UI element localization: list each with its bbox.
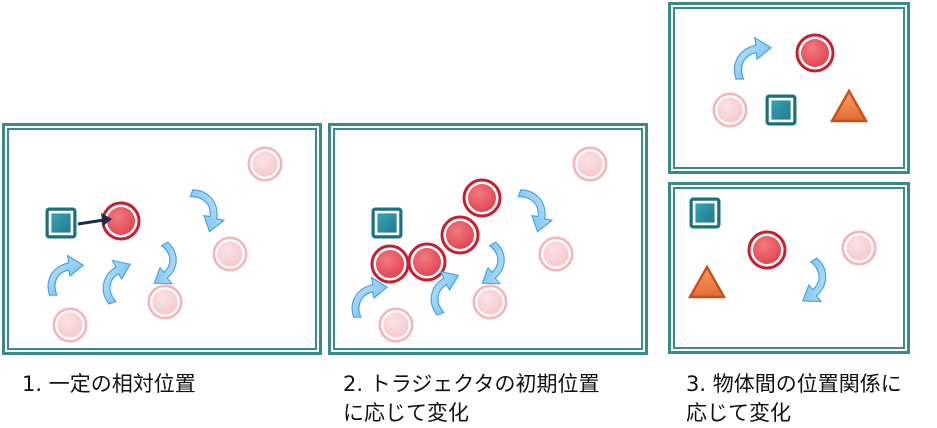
landmark-triangle: [830, 89, 868, 123]
panel3-objects: [712, 33, 868, 128]
caption-3-line2: 応じて変化: [686, 401, 791, 425]
faded-object: [212, 236, 248, 272]
caption-2: 2. トラジェクタの初期位置 に応じて変化: [343, 370, 599, 428]
caption-1: 1. 一定の相対位置: [22, 370, 196, 399]
faded-object: [247, 146, 283, 182]
relation-arrow: [77, 218, 105, 226]
panel4-objects: [688, 197, 877, 310]
panel2-objects: [351, 146, 608, 343]
faded-object: [378, 307, 414, 343]
panel1-objects: [45, 146, 283, 343]
faded-object: [52, 307, 88, 343]
faded-object: [572, 146, 608, 182]
faded-object: [538, 236, 574, 272]
curved-arrow-icon: [139, 240, 189, 292]
trajector-red-object: [370, 244, 410, 284]
curved-arrow-icon: [351, 277, 388, 318]
caption-2-line2: に応じて変化: [343, 401, 469, 425]
landmark-triangle: [688, 265, 726, 299]
faded-object: [841, 230, 877, 266]
landmark-square: [45, 207, 77, 239]
faded-object: [712, 92, 748, 128]
curved-arrow-icon: [733, 37, 772, 80]
faded-object: [472, 284, 508, 320]
landmark-square: [371, 207, 403, 239]
trajector-red-object: [795, 33, 835, 73]
landmark-square: [765, 94, 797, 126]
trajector-red-object: [747, 230, 787, 270]
caption-3: 3. 物体間の位置関係に 応じて変化: [686, 370, 902, 428]
curved-arrow-icon: [47, 255, 84, 296]
caption-3-line1: 3. 物体間の位置関係に: [686, 372, 902, 396]
caption-1-text: 1. 一定の相対位置: [22, 372, 196, 396]
faded-object: [147, 284, 183, 320]
trajector-red-object: [440, 215, 480, 255]
relation-arrowhead: [101, 213, 112, 226]
curved-arrow-icon: [467, 240, 517, 292]
curved-arrow-icon: [787, 256, 839, 310]
landmark-square: [689, 197, 721, 229]
curved-arrow-icon: [508, 187, 560, 236]
panel-object-relation-top: [668, 2, 910, 174]
trajector-red-object: [462, 178, 502, 218]
caption-2-line1: 2. トラジェクタの初期位置: [343, 372, 600, 396]
curved-arrow-icon: [93, 254, 142, 306]
trajector-red-object: [407, 242, 447, 282]
curved-arrow-icon: [180, 187, 232, 236]
